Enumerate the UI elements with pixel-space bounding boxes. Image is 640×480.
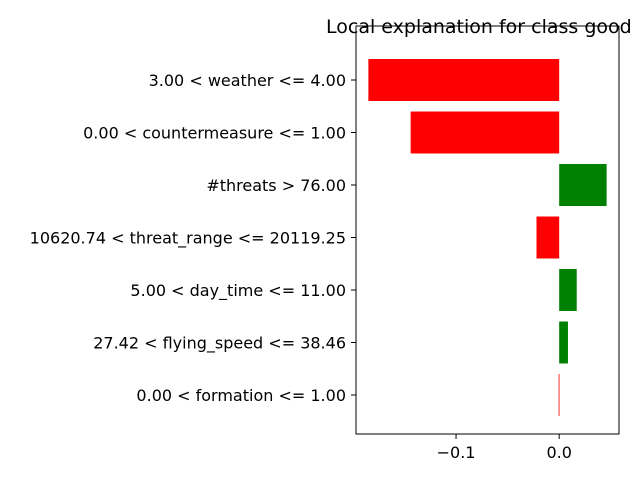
category-label: 0.00 < countermeasure <= 1.00	[83, 124, 346, 143]
bars	[368, 59, 607, 416]
bar	[410, 111, 560, 154]
bar	[559, 164, 607, 206]
category-label: 5.00 < day_time <= 11.00	[130, 281, 346, 301]
bar	[559, 269, 577, 311]
x-axis-ticks: −0.1 0.0	[437, 434, 572, 462]
category-label: 3.00 < weather <= 4.00	[149, 71, 346, 90]
x-tick-label: 0.0	[546, 443, 571, 462]
category-label: 10620.74 < threat_range <= 20119.25	[30, 229, 346, 249]
bar	[559, 321, 568, 364]
plot-frame	[355, 25, 620, 435]
bar	[368, 59, 560, 101]
x-tick-label: −0.1	[437, 443, 476, 462]
category-label: 27.42 < flying_speed <= 38.46	[93, 334, 346, 354]
category-labels: 3.00 < weather <= 4.00 0.00 < countermeas…	[30, 71, 356, 405]
category-label: 0.00 < formation <= 1.00	[136, 386, 346, 405]
bar	[536, 216, 560, 259]
chart-title: Local explanation for class good	[326, 16, 632, 38]
bar	[558, 374, 560, 416]
category-label: #threats > 76.00	[206, 176, 346, 195]
